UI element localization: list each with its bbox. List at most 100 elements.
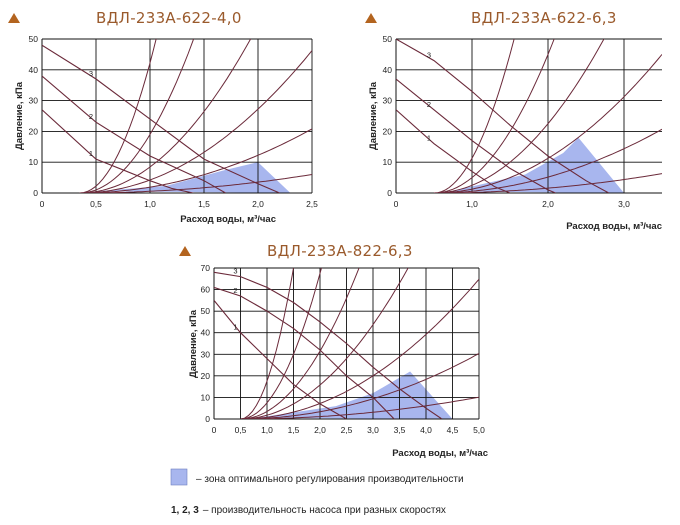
pump-curve-2: [214, 286, 395, 419]
y-tick-label: 50: [29, 34, 39, 44]
plot-area: 0 10 20 30 40 50 0 0,5 1,0 1,5 2,0 2,5 1 2 3: [29, 34, 319, 209]
pump-curve-label: 2: [89, 112, 93, 121]
x-tick-label: 2,5: [306, 199, 318, 209]
chart-title: ВДЛ-233А-622-4,0: [96, 9, 242, 27]
y-tick-label: 40: [29, 65, 39, 75]
x-tick-label: 2,0: [314, 425, 326, 435]
y-tick-label: 50: [383, 34, 393, 44]
y-tick-label: 20: [383, 126, 393, 136]
y-tick-label: 20: [29, 126, 39, 136]
system-curve: [79, 39, 195, 193]
y-tick-label: 60: [201, 285, 211, 295]
plot-area: 0 10 20 30 40 50 0 1,0 2,0 3,0 1 2 3: [383, 34, 662, 209]
pump-curve-2: [396, 78, 556, 193]
y-tick-label: 0: [33, 188, 38, 198]
pump-curve-label: 1: [233, 323, 237, 332]
system-curve: [240, 278, 479, 419]
x-tick-label: 4,5: [447, 425, 459, 435]
x-tick-label: 1,5: [198, 199, 210, 209]
system-curve: [79, 50, 312, 193]
y-tick-label: 10: [383, 157, 393, 167]
y-tick-label: 50: [201, 306, 211, 316]
system-curve: [433, 39, 555, 193]
x-axis-label: Расход воды, м³/час: [180, 214, 276, 225]
x-tick-label: 2,0: [252, 199, 264, 209]
x-tick-label: 3,0: [367, 425, 379, 435]
y-tick-label: 40: [201, 328, 211, 338]
system-curve: [240, 268, 360, 419]
y-axis-label: Давление, кПа: [14, 81, 25, 150]
x-tick-label: 2,5: [341, 425, 353, 435]
chart-title: ВДЛ-233А-822-6,3: [267, 242, 413, 260]
y-axis-label: Давление, кПа: [188, 309, 199, 378]
optimal-zone: [256, 371, 453, 419]
x-tick-label: 1,0: [261, 425, 273, 435]
legend-speeds-text: – производительность насоса при разных с…: [203, 505, 446, 516]
y-axis-label: Давление, кПа: [368, 81, 379, 150]
pump-curve-1: [214, 300, 347, 419]
pump-curve-2: [42, 75, 226, 193]
system-curve: [240, 268, 322, 419]
system-curve: [79, 174, 312, 193]
x-tick-label: 3,0: [618, 199, 630, 209]
legend-zone-swatch: [170, 468, 188, 486]
pump-curve-label: 2: [233, 286, 237, 295]
system-curve: [240, 268, 409, 419]
system-curve: [433, 39, 515, 193]
x-axis-label: Расход воды, м³/час: [392, 448, 488, 459]
y-tick-label: 30: [383, 96, 393, 106]
system-curve: [433, 39, 605, 193]
y-tick-label: 20: [201, 371, 211, 381]
x-tick-label: 1,0: [466, 199, 478, 209]
chart-vdl-822-6-3: ВДЛ-233А-822-6,3 Давление, кПа Расход во…: [179, 242, 488, 459]
legend: – зона оптимального регулирования произв…: [170, 468, 464, 516]
y-tick-label: 30: [29, 96, 39, 106]
optimal-zone: [96, 162, 291, 193]
pump-curve-label: 2: [427, 100, 431, 109]
y-tick-label: 10: [201, 392, 211, 402]
system-curve: [240, 396, 479, 419]
pump-curve-3: [214, 271, 443, 419]
y-tick-label: 0: [205, 414, 210, 424]
optimal-zone: [449, 137, 624, 193]
pump-curve-3: [42, 44, 280, 193]
pump-curve-3: [396, 39, 610, 193]
x-tick-label: 5,0: [473, 425, 485, 435]
legend-zone-text: – зона оптимального регулирования произв…: [196, 474, 464, 485]
x-tick-label: 2,0: [542, 199, 554, 209]
pump-curve-label: 1: [427, 134, 431, 143]
plot-area: 0 10 20 30 40 50 60 70 0 0,5 1,0 1,5 2,0 2,5 3,0 3,5 4,0…: [201, 263, 486, 435]
chart-title-triangle-icon: [365, 13, 377, 23]
pump-curve-1: [42, 109, 194, 193]
system-curve: [79, 39, 252, 193]
y-tick-label: 30: [201, 349, 211, 359]
system-curve: [434, 128, 662, 193]
y-tick-label: 0: [387, 188, 392, 198]
pump-curve-1: [396, 109, 511, 193]
system-curve: [434, 54, 662, 193]
x-tick-label: 1,5: [288, 425, 300, 435]
chart-vdl-622-4-0: ВДЛ-233А-622-4,0 Давление, кПа Расход во…: [8, 9, 319, 225]
x-tick-label: 0,5: [235, 425, 247, 435]
y-tick-label: 10: [29, 157, 39, 167]
x-tick-label: 0,5: [90, 199, 102, 209]
x-tick-label: 4,0: [420, 425, 432, 435]
system-curve: [79, 39, 157, 193]
pump-curve-label: 3: [427, 51, 431, 60]
x-tick-label: 0: [212, 425, 217, 435]
x-tick-label: 0: [40, 199, 45, 209]
legend-speeds-numbers: 1, 2, 3: [171, 505, 199, 516]
y-tick-label: 40: [383, 65, 393, 75]
chart-title-triangle-icon: [8, 13, 20, 23]
legend-speeds: 1, 2, 3 – производительность насоса при р…: [171, 505, 446, 516]
chart-title: ВДЛ-233А-622-6,3: [471, 9, 617, 27]
chart-vdl-622-6-3: ВДЛ-233А-622-6,3 Давление, кПа Расход во…: [365, 9, 662, 232]
y-tick-label: 70: [201, 263, 211, 273]
x-axis-label: Расход воды, м³/час: [566, 221, 662, 232]
system-curve: [240, 268, 294, 419]
x-tick-label: 3,5: [394, 425, 406, 435]
x-tick-label: 1,0: [144, 199, 156, 209]
pump-curve-label: 3: [89, 69, 93, 78]
x-tick-label: 0: [394, 199, 399, 209]
